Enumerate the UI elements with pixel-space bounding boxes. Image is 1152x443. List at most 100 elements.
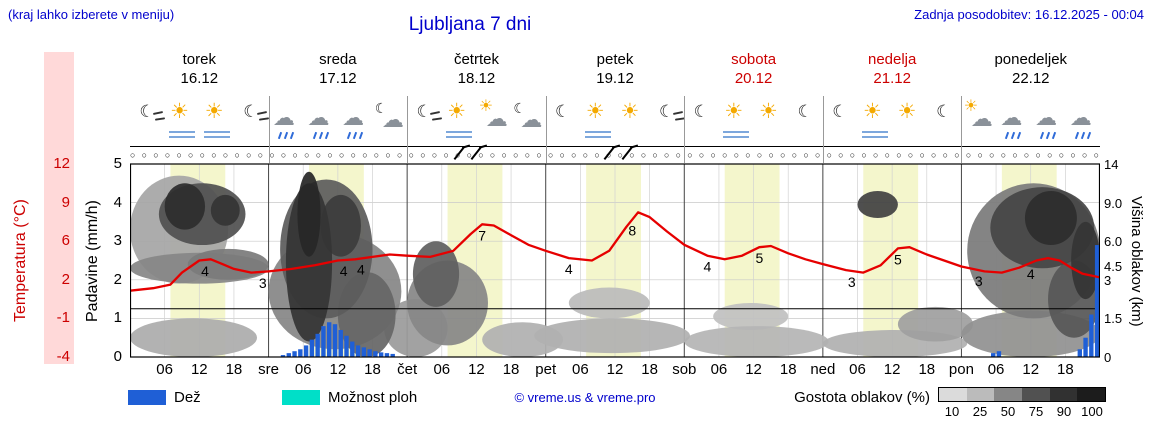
- x-tick-label: 12: [883, 361, 901, 378]
- weather-icon-sun-cloud: ☀ ☁: [962, 98, 996, 144]
- weather-icon-moon-cloud: ☾ ☁: [373, 98, 407, 144]
- cloud-cover-circle-icon: ○: [861, 149, 867, 160]
- temp-tick-label: -1: [56, 309, 70, 327]
- cloud-cover-circle-icon: ○: [280, 149, 287, 160]
- cloud-height-tick-label: 6.0: [1104, 234, 1123, 250]
- precip-bar: [378, 352, 384, 357]
- sun-icon: ☀: [758, 100, 778, 123]
- weather-icon-sun-fog: ☀: [165, 98, 199, 144]
- cloud-cover-circle-icon: ○: [350, 149, 357, 160]
- cloud-density-legend-label: Gostota oblakov (%): [794, 389, 930, 406]
- cloud-icon: ☁: [342, 105, 365, 130]
- temp-tick-label: 6: [61, 232, 70, 250]
- cloud-cover-circle-icon: ○: [211, 149, 217, 160]
- sun-icon: ☀: [963, 98, 979, 115]
- cloud-icon: ☁: [381, 107, 404, 132]
- cloud-cover-circle-icon: ○: [164, 149, 171, 160]
- precip-tick-label: 4: [113, 193, 122, 211]
- temperature-value-label: 4: [1027, 266, 1035, 282]
- ramp-segment: [966, 388, 995, 401]
- weather-icon-moon-cloud: ☾ ☁: [511, 98, 545, 144]
- rain-legend-swatch: [128, 390, 166, 405]
- cloud-cover-circle-icon: ○: [153, 149, 159, 160]
- sun-icon: ☀: [478, 98, 494, 115]
- cloud-cover-circle-icon: ○: [896, 149, 902, 160]
- x-axis-labels: 06 12 18 sre 06 12 18 čet 06 12 18 pet 06 12 18 sob 06 12…: [130, 361, 1100, 379]
- precip-bar: [1083, 337, 1088, 357]
- weather-icon-cloud-rain: ☁: [1031, 98, 1065, 144]
- fog-icon: [168, 136, 195, 138]
- precip-bar: [280, 355, 286, 357]
- cloud-region: [568, 287, 650, 319]
- moon-icon: ☾: [555, 102, 571, 121]
- moon-icon: ☾: [139, 102, 155, 121]
- precip-bar: [990, 353, 996, 357]
- cloud-region: [857, 191, 898, 219]
- weather-icon-moon-wind: ☾: [407, 98, 443, 144]
- cloud-cover-circle-icon: ○: [222, 149, 229, 160]
- cloud-height-axis-label: Višina oblakov (km): [1128, 195, 1145, 327]
- cloud-cover-circle-icon: ○: [1070, 149, 1076, 160]
- weather-icon-sun: ☀: [892, 98, 926, 144]
- cloud-cover-circle-icon: ○: [315, 149, 322, 160]
- precip-bar: [361, 347, 367, 357]
- precip-axis-label: Padavine (mm/h): [84, 200, 101, 322]
- fog-icon: [168, 131, 195, 133]
- cloud-height-tick-label: 14: [1104, 157, 1119, 172]
- x-tick-label: 12: [468, 361, 485, 378]
- day-name: torek: [182, 51, 216, 68]
- copyright-link[interactable]: © vreme.us & vreme.pro: [514, 390, 656, 405]
- cloud-cover-circle-icon: ○: [849, 149, 856, 160]
- ramp-segment: [1022, 388, 1050, 401]
- cloud-cover-circle-icon: ○: [443, 149, 449, 160]
- x-tick-label: čet: [397, 361, 418, 378]
- precip-bar: [1077, 349, 1082, 357]
- fog-icon: [203, 131, 230, 133]
- cloud-cover-circle-icon: ○: [338, 149, 345, 160]
- temperature-value-label: 3: [975, 273, 983, 289]
- showers-legend-swatch: [282, 390, 320, 405]
- precip-bar: [350, 341, 355, 357]
- x-tick-label: 12: [606, 361, 624, 378]
- cloud-height-tick-label: 0: [1104, 350, 1112, 365]
- cloud-cover-circle-icon: ○: [780, 149, 786, 160]
- weather-icon-cloud-rain: ☁: [269, 98, 303, 144]
- ramp-scale-label: 10: [944, 404, 960, 419]
- cloud-cover-circle-icon: ○: [176, 149, 182, 160]
- cloud-cover-circle-icon: ○: [733, 149, 740, 160]
- temperature-value-label: 5: [894, 251, 902, 267]
- cloud-cover-circle-icon: ○: [408, 149, 415, 160]
- cloud-cover-circle-icon: ○: [420, 149, 426, 160]
- cloud-cover-circle-icon: ○: [617, 149, 624, 160]
- weather-icon-moon: ☾: [685, 98, 719, 144]
- wind-icon: [153, 110, 164, 116]
- cloud-region: [1071, 221, 1099, 300]
- cloud-cover-circle-icon: ○: [571, 149, 577, 160]
- moon-icon: ☾: [936, 102, 952, 121]
- cloud-cover-circle-icon: ○: [884, 149, 891, 160]
- cloud-icon: ☁: [1035, 105, 1058, 130]
- fog-icon: [723, 131, 750, 133]
- cloud-cover-circle-icon: ○: [954, 149, 960, 160]
- cloud-cover-circle-icon: ○: [582, 149, 589, 160]
- day-boundary-line: [822, 96, 824, 163]
- cloud-density-ramp-labels: 10 25 50 75 90 100: [938, 404, 1106, 419]
- x-tick-label: 06: [849, 361, 866, 378]
- fog-icon: [861, 131, 888, 133]
- cloud-cover-circle-icon: ○: [524, 149, 531, 160]
- temp-tick-label: 9: [61, 193, 70, 211]
- x-tick-label: sre: [258, 361, 279, 378]
- cloud-cover-circle-icon: ○: [130, 149, 136, 160]
- icon-cell-day-2: ☁ ☁ ☁ ☾ ☁: [269, 96, 408, 146]
- cloud-height-tick-label: 1.5: [1104, 311, 1123, 327]
- day-name: četrtek: [453, 51, 499, 68]
- precip-bar: [373, 351, 378, 357]
- precip-bar: [321, 326, 326, 357]
- day-header-ponedeljek: ponedeljek 22.12: [961, 50, 1100, 92]
- last-update-text: Zadnja posodobitev: 16.12.2025 - 00:04: [914, 7, 1144, 22]
- cloud-cover-circle-icon: ○: [675, 149, 682, 160]
- weather-icon-moon: ☾: [823, 98, 857, 144]
- weather-icon-sun-fog: ☀: [858, 98, 892, 144]
